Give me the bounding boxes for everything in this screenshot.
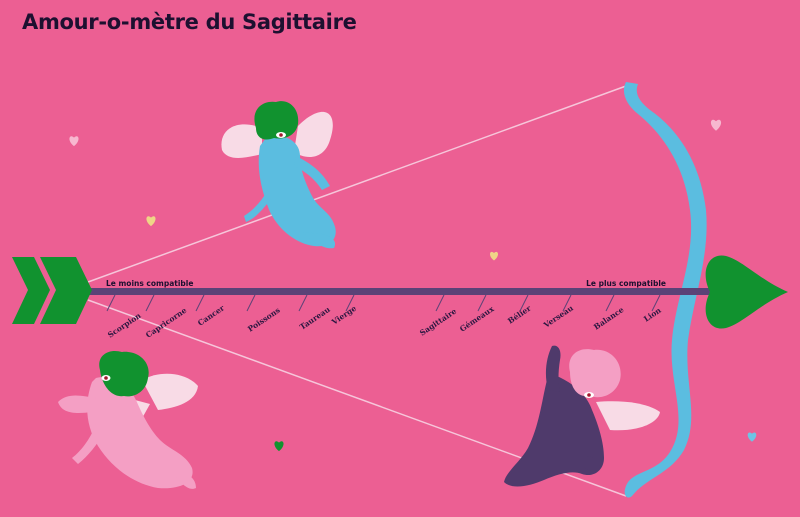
heart-icon (69, 136, 79, 147)
heart-icon (705, 255, 788, 329)
sign-label-lion: Lion (642, 305, 663, 323)
heart-icon (489, 251, 499, 261)
sign-labels: Scorpion Capricorne Cancer Poissons Taur… (106, 303, 663, 340)
sign-label-taureau: Taureau (298, 305, 332, 332)
sign-label-balance: Balance (592, 305, 625, 332)
sign-label-gemeaux: Gémeaux (458, 304, 496, 334)
heart-icon (274, 441, 284, 452)
scale-min-label: Le moins compatible (106, 279, 193, 288)
sign-label-cancer: Cancer (196, 303, 227, 328)
sign-label-belier: Bélier (506, 303, 533, 325)
arrow-shaft (86, 288, 716, 295)
page-title: Amour-o-mètre du Sagittaire (22, 10, 357, 34)
sign-label-verseau: Verseau (541, 303, 575, 330)
sign-label-poissons: Poissons (246, 306, 282, 334)
sign-label-scorpion: Scorpion (106, 311, 143, 340)
heart-icon (710, 119, 722, 131)
heart-icon (747, 432, 757, 442)
heart-icon (146, 216, 156, 227)
cupid-icon (58, 350, 198, 489)
arrow-icon (12, 257, 92, 324)
sign-label-vierge: Vierge (329, 304, 358, 328)
bow-string-upper (87, 85, 627, 283)
cupid-icon (504, 345, 660, 487)
scale-max-label: Le plus compatible (586, 279, 666, 288)
sign-label-sagittaire: Sagittaire (418, 306, 458, 337)
cupid-icon (221, 101, 336, 249)
sign-ticks (106, 294, 661, 312)
bow-icon (623, 82, 707, 498)
